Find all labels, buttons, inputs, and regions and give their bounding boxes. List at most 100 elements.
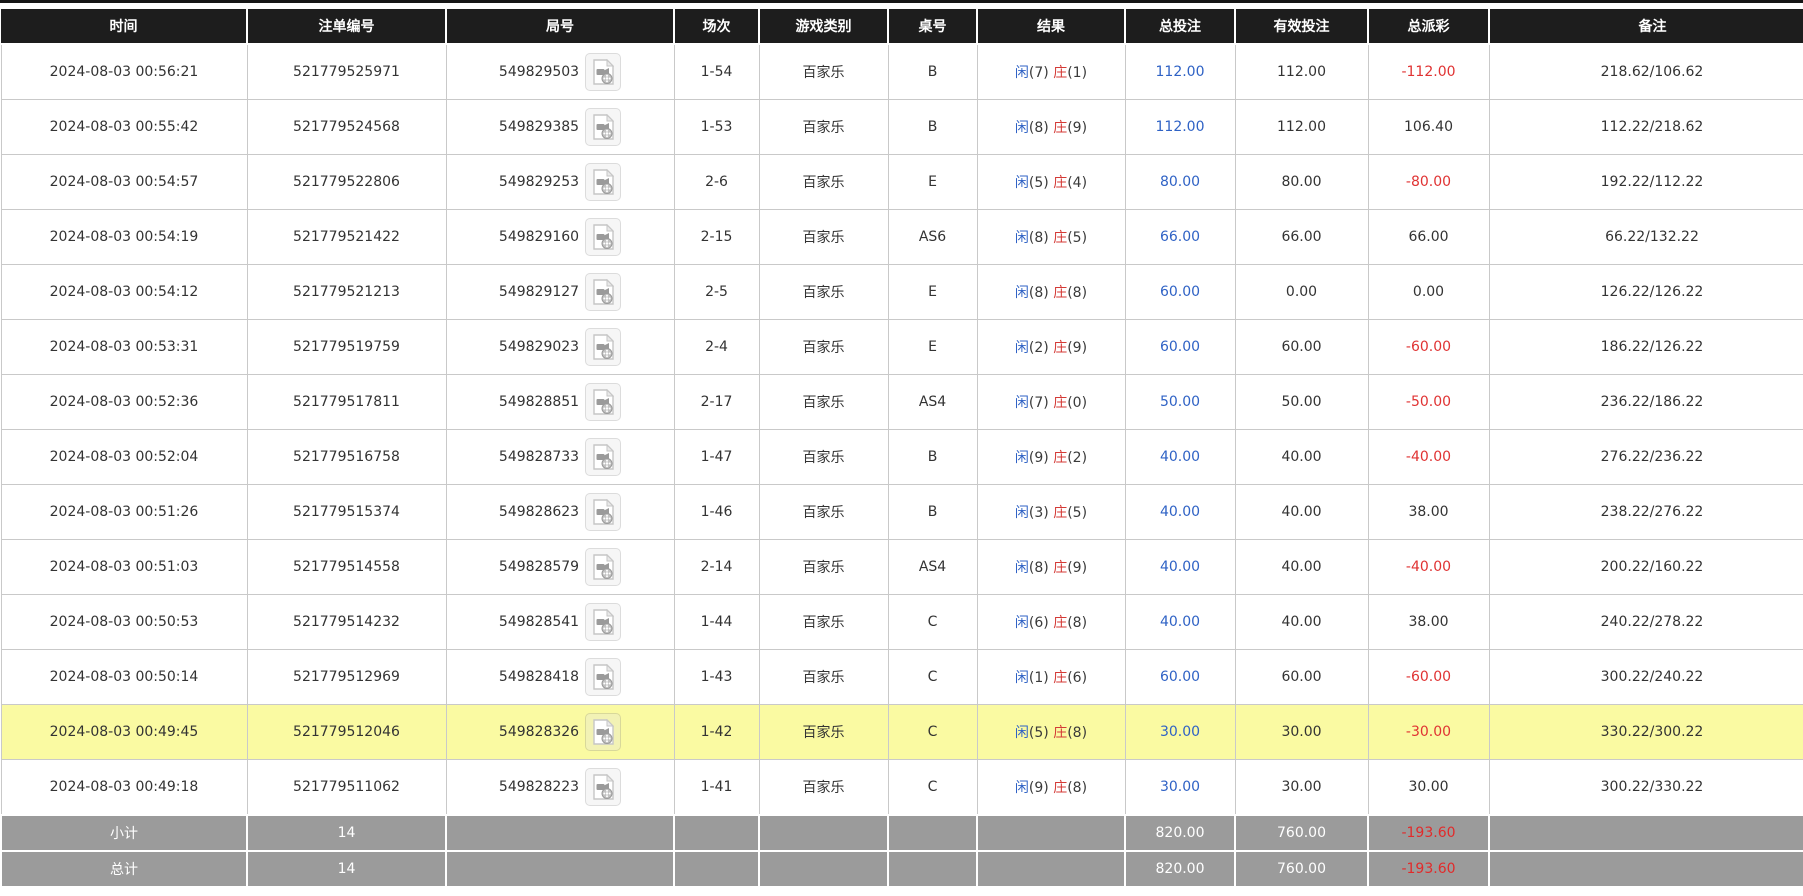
video-replay-button[interactable] xyxy=(585,713,622,751)
cell-total-payout: 38.00 xyxy=(1367,484,1490,540)
col-header-bet-number: 注单编号 xyxy=(247,9,447,45)
summary-valid-bet-cell: 760.00 xyxy=(1234,814,1369,852)
player-label: 闲 xyxy=(1014,780,1029,796)
table-row[interactable]: 2024-08-03 00:52:36 521779517811 549828851… xyxy=(0,374,1803,430)
total-payout-value: -40.00 xyxy=(1405,449,1452,465)
video-replay-button[interactable] xyxy=(585,328,622,366)
player-score: (6) xyxy=(1028,615,1049,631)
cell-round-number: 549828579 xyxy=(445,539,675,595)
video-replay-button[interactable] xyxy=(585,108,622,146)
top-bar xyxy=(0,0,1803,3)
video-replay-icon xyxy=(592,719,614,745)
table-row[interactable]: 2024-08-03 00:51:03 521779514558 549828579… xyxy=(0,539,1803,595)
cell-table-number: C xyxy=(887,594,978,650)
remark-value: 330.22/300.22 xyxy=(1600,724,1704,740)
video-replay-button[interactable] xyxy=(585,768,622,806)
banker-label: 庄 xyxy=(1053,175,1068,191)
col-header-total-payout: 总派彩 xyxy=(1368,9,1490,45)
cell-table-number: E xyxy=(887,319,978,375)
summary-valid-bet: 760.00 xyxy=(1277,861,1326,877)
remark-value: 240.22/278.22 xyxy=(1600,614,1704,630)
cell-bet-number: 521779522806 xyxy=(246,154,447,210)
cell-game-type: 百家乐 xyxy=(758,154,889,210)
total-bet-value: 60.00 xyxy=(1159,339,1201,355)
cell-bet-number: 521779524568 xyxy=(246,99,447,155)
video-replay-button[interactable] xyxy=(585,383,622,421)
col-header-remark: 备注 xyxy=(1489,9,1803,45)
cell-bet-number: 521779525971 xyxy=(246,43,447,100)
cell-round-number: 549828541 xyxy=(445,594,675,650)
video-replay-button[interactable] xyxy=(585,163,622,201)
banker-score: (8) xyxy=(1067,615,1088,631)
table-row[interactable]: 2024-08-03 00:49:45 521779512046 549828326… xyxy=(0,704,1803,760)
summary-empty-cell xyxy=(758,850,889,888)
video-replay-button[interactable] xyxy=(585,658,622,696)
total-bet-value: 112.00 xyxy=(1155,64,1205,80)
table-row[interactable]: 2024-08-03 00:56:21 521779525971 549829503… xyxy=(0,43,1803,100)
video-replay-button[interactable] xyxy=(585,53,622,91)
banker-label: 庄 xyxy=(1053,120,1068,136)
cell-remark: 276.22/236.22 xyxy=(1488,429,1803,485)
round-number-group: 549828541 xyxy=(451,603,670,641)
cell-time: 2024-08-03 00:54:57 xyxy=(0,154,248,210)
cell-valid-bet: 80.00 xyxy=(1234,154,1369,210)
summary-empty-cell xyxy=(887,814,978,852)
total-bet-value: 112.00 xyxy=(1155,119,1205,135)
round-number-group: 549828579 xyxy=(451,548,670,586)
time-value: 2024-08-03 00:50:53 xyxy=(49,614,199,630)
table-row[interactable]: 2024-08-03 00:49:18 521779511062 549828223… xyxy=(0,759,1803,816)
total-payout-value: -40.00 xyxy=(1405,559,1452,575)
banker-score: (2) xyxy=(1067,450,1088,466)
total-bet-value: 66.00 xyxy=(1159,229,1201,245)
table-row[interactable]: 2024-08-03 00:54:12 521779521213 549829127… xyxy=(0,264,1803,320)
table-row[interactable]: 2024-08-03 00:50:14 521779512969 549828418… xyxy=(0,649,1803,705)
table-row[interactable]: 2024-08-03 00:54:19 521779521422 549829160… xyxy=(0,209,1803,265)
cell-total-bet: 50.00 xyxy=(1124,374,1236,430)
video-replay-button[interactable] xyxy=(585,548,622,586)
cell-valid-bet: 40.00 xyxy=(1234,484,1369,540)
table-row[interactable]: 2024-08-03 00:54:57 521779522806 549829253… xyxy=(0,154,1803,210)
round-number-value: 549828851 xyxy=(498,394,580,410)
cell-time: 2024-08-03 00:51:26 xyxy=(0,484,248,540)
table-row[interactable]: 2024-08-03 00:51:26 521779515374 549828623… xyxy=(0,484,1803,540)
round-number-group: 549829023 xyxy=(451,328,670,366)
table-row[interactable]: 2024-08-03 00:52:04 521779516758 549828733… xyxy=(0,429,1803,485)
player-score: (9) xyxy=(1028,780,1049,796)
cell-result: 闲(8) 庄(8) xyxy=(976,264,1126,320)
round-number-value: 549829385 xyxy=(498,119,580,135)
time-value: 2024-08-03 00:54:19 xyxy=(49,229,199,245)
cell-time: 2024-08-03 00:49:18 xyxy=(0,759,248,816)
video-replay-button[interactable] xyxy=(585,218,622,256)
cell-valid-bet: 112.00 xyxy=(1234,43,1369,100)
cell-remark: 126.22/126.22 xyxy=(1488,264,1803,320)
banker-label: 庄 xyxy=(1053,450,1068,466)
banker-score: (4) xyxy=(1067,175,1088,191)
table-row[interactable]: 2024-08-03 00:55:42 521779524568 549829385… xyxy=(0,99,1803,155)
valid-bet-value: 40.00 xyxy=(1281,504,1322,520)
cell-result: 闲(6) 庄(8) xyxy=(976,594,1126,650)
valid-bet-value: 40.00 xyxy=(1281,614,1322,630)
total-payout-value: -60.00 xyxy=(1405,339,1452,355)
video-replay-button[interactable] xyxy=(585,438,622,476)
remark-value: 112.22/218.62 xyxy=(1600,119,1704,135)
cell-total-payout: -60.00 xyxy=(1367,649,1490,705)
round-number-value: 549829160 xyxy=(498,229,580,245)
cell-total-bet: 60.00 xyxy=(1124,319,1236,375)
bet-number-value: 521779514232 xyxy=(293,614,400,630)
cell-round-number: 549828851 xyxy=(445,374,675,430)
cell-round-number: 549829127 xyxy=(445,264,675,320)
video-replay-button[interactable] xyxy=(585,603,622,641)
remark-value: 238.22/276.22 xyxy=(1600,504,1704,520)
valid-bet-value: 40.00 xyxy=(1281,449,1322,465)
video-replay-button[interactable] xyxy=(585,493,622,531)
session-value: 1-44 xyxy=(700,614,733,630)
cell-table-number: B xyxy=(887,99,978,155)
cell-total-payout: 106.40 xyxy=(1367,99,1490,155)
table-row[interactable]: 2024-08-03 00:53:31 521779519759 549829023… xyxy=(0,319,1803,375)
video-replay-icon xyxy=(592,499,614,525)
banker-score: (5) xyxy=(1067,505,1088,521)
video-replay-button[interactable] xyxy=(585,273,622,311)
table-row[interactable]: 2024-08-03 00:50:53 521779514232 549828541… xyxy=(0,594,1803,650)
valid-bet-value: 80.00 xyxy=(1281,174,1322,190)
bet-number-value: 521779515374 xyxy=(293,504,400,520)
